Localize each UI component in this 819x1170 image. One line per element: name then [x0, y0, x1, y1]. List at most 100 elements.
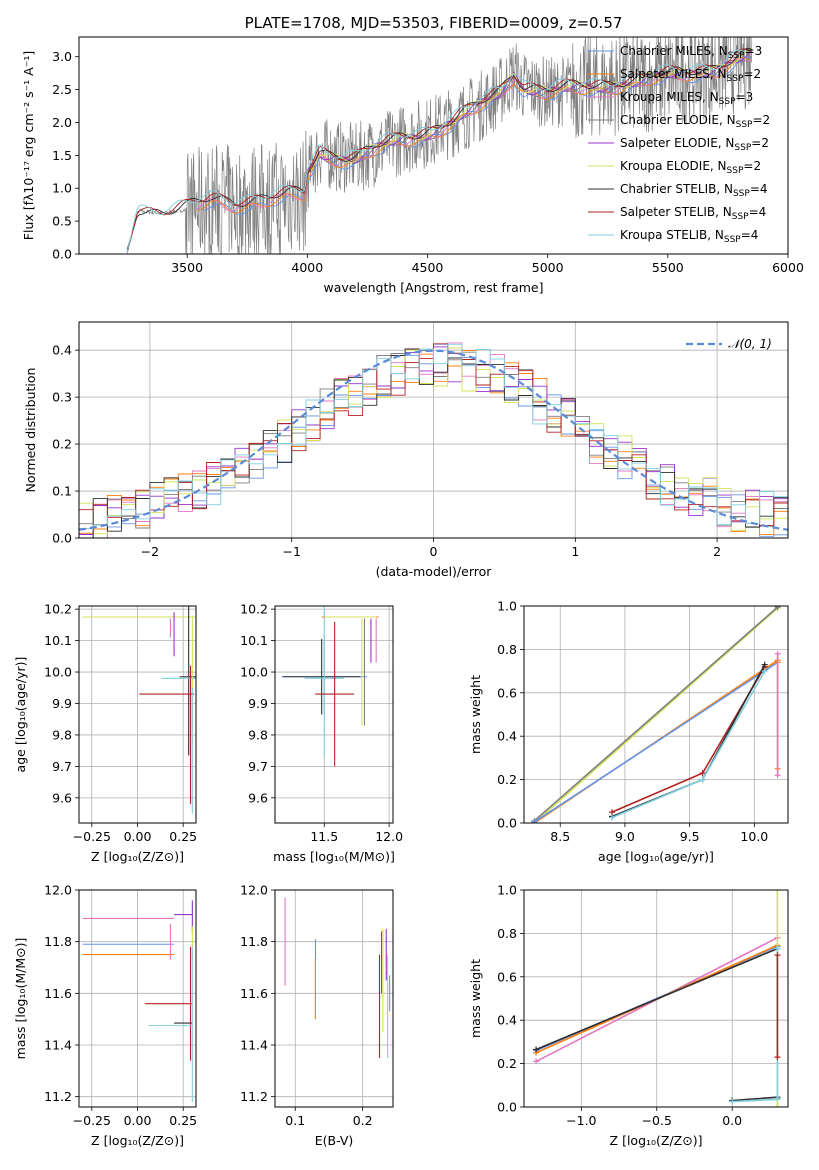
weight-point-marker [699, 776, 706, 783]
axes-frame [78, 889, 197, 1108]
weight-point-marker [609, 814, 615, 821]
model-spectrum-salpeter-miles [196, 57, 752, 214]
y-tick-label: 1.5 [52, 148, 72, 163]
histogram-kroupa-stelib [79, 343, 788, 530]
y-axis-label: Normed distribution [23, 368, 38, 493]
y-tick-label: 11.2 [240, 1089, 268, 1104]
x-axis-label: Z [log₁₀(Z/Z⊙)] [91, 1133, 184, 1148]
model-spectrum-kroupa-elodie [304, 47, 753, 190]
x-tick-label: 3500 [171, 260, 203, 275]
y-tick-label: 0.6 [497, 969, 517, 984]
spectrum-title: PLATE=1708, MJD=53503, FIBERID=0009, z=0… [245, 14, 623, 32]
legend-entry-label: Salpeter STELIB, NSSP=4 [620, 205, 766, 222]
x-tick-label: 4500 [412, 260, 444, 275]
y-axis-label: mass [log₁₀(M/M⊙)] [13, 938, 28, 1060]
weight-point-marker [729, 1098, 736, 1105]
y-tick-label: 1.0 [52, 181, 72, 196]
y-tick-label: 10.1 [44, 633, 72, 648]
model-spectrum-kroupa-miles [196, 58, 753, 212]
y-tick-label: 0.5 [52, 214, 72, 229]
plot-area [533, 890, 781, 1107]
gaussian-reference-curve [79, 349, 788, 531]
axes-frame [78, 321, 789, 539]
gaussian-legend-label: 𝒩(0, 1) [728, 337, 772, 351]
spectrum-panel: 3500 4000 4500 5000 5500 6000 0.0 0.5 1.0 1.5 2.0 2… [21, 14, 804, 295]
weight-point-marker [774, 890, 781, 893]
x-axis-label: age [log₁₀(age/yr)] [598, 849, 714, 864]
y-tick-label: 11.2 [44, 1089, 72, 1104]
x-tick-label: 12.0 [375, 829, 403, 844]
axes-frame [78, 36, 789, 255]
y-axis-label: age [log₁₀(age/yr)] [13, 657, 28, 773]
histogram-chabrier-stelib [79, 348, 788, 538]
axes-frame [78, 605, 197, 824]
y-tick-label: 9.8 [52, 727, 72, 742]
y-tick-label: 2.5 [52, 82, 72, 97]
weight-vs-age-panel: 8.5 9.0 9.5 10.0 0.0 0.2 0.4 0.6 0.8 1.0 age [log₁… [468, 599, 789, 864]
y-tick-label: 9.7 [248, 759, 268, 774]
y-tick-label: 10.2 [240, 602, 268, 617]
y-tick-label: 0.4 [497, 729, 517, 744]
x-tick-label: 0 [430, 544, 438, 559]
x-tick-label: 4000 [291, 260, 323, 275]
x-tick-label: 11.5 [310, 829, 338, 844]
x-tick-label: 6000 [772, 260, 804, 275]
x-axis-label: wavelength [Angstrom, rest frame] [323, 280, 543, 295]
x-tick-label: −0.5 [642, 1113, 672, 1128]
x-tick-label: −0.25 [73, 1113, 111, 1128]
plot-area [126, 37, 753, 254]
axes-frame [523, 605, 789, 824]
plot-area [79, 342, 788, 538]
weight-point-marker [774, 1054, 781, 1061]
y-tick-label: 0.6 [497, 685, 517, 700]
weight-point-marker [774, 772, 781, 779]
x-tick-label: 5000 [532, 260, 564, 275]
y-tick-label: 0.0 [497, 1100, 517, 1115]
axes-frame [523, 889, 789, 1108]
weight-point-marker [774, 945, 781, 952]
x-tick-label: 10.0 [740, 829, 768, 844]
y-tick-label: 0.1 [52, 484, 72, 499]
weight-line-salpeter-stelib [611, 666, 766, 813]
y-tick-label: 2.0 [52, 115, 72, 130]
x-tick-label: −1 [282, 544, 300, 559]
x-tick-label: 2 [713, 544, 721, 559]
weight-point-marker [774, 606, 781, 611]
x-tick-label: 0.00 [124, 1113, 152, 1128]
y-tick-label: 10.0 [240, 665, 268, 680]
weight-line-kroupa-stelib [732, 1098, 778, 1103]
y-axis-label: mass weight [468, 675, 483, 754]
plot-area [281, 606, 379, 767]
y-tick-label: 0.2 [497, 772, 517, 787]
y-tick-label: 0.4 [52, 343, 72, 358]
y-tick-label: 12.0 [240, 883, 268, 898]
y-tick-label: 9.6 [248, 790, 268, 805]
y-tick-label: 1.0 [497, 599, 517, 614]
x-tick-label: −2 [141, 544, 159, 559]
y-tick-label: 0.8 [497, 642, 517, 657]
y-tick-label: 11.6 [44, 986, 72, 1001]
y-axis-label: mass weight [468, 959, 483, 1038]
y-tick-label: 10.1 [240, 633, 268, 648]
y-tick-label: 11.8 [44, 934, 72, 949]
y-tick-label: 11.4 [240, 1038, 268, 1053]
y-tick-label: 11.6 [240, 986, 268, 1001]
x-tick-label: 0.00 [124, 829, 152, 844]
weight-line-chabrier-miles [533, 661, 779, 823]
x-tick-label: 5500 [652, 260, 684, 275]
residuals-panel: −2 −1 0 1 2 0.0 0.1 0.2 0.3 0.4 (data-model)/error… [23, 321, 789, 579]
weight-point-marker [533, 1046, 540, 1053]
legend-entry-label: Salpeter MILES, NSSP=2 [620, 67, 761, 84]
x-tick-label: 0.25 [169, 1113, 197, 1128]
axes-frame [274, 605, 394, 824]
x-tick-label: −1.0 [566, 1113, 596, 1128]
y-tick-label: 1.0 [497, 883, 517, 898]
y-tick-label: 0.0 [52, 531, 72, 546]
weight-point-marker [531, 818, 538, 823]
x-tick-label: 9.5 [680, 829, 700, 844]
y-tick-label: 10.2 [44, 602, 72, 617]
y-tick-label: 9.7 [52, 759, 72, 774]
x-tick-label: −0.25 [73, 829, 111, 844]
y-tick-label: 0.8 [497, 926, 517, 941]
